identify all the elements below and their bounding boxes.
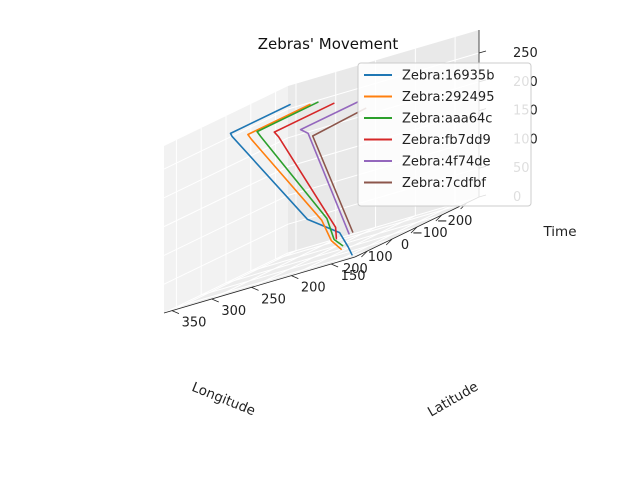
legend-label: Zebra:16935b	[402, 69, 494, 84]
x-tick	[361, 250, 368, 258]
y-tick-label: 250	[261, 292, 286, 307]
y-tick	[171, 310, 180, 315]
grid-line	[275, 202, 467, 260]
series-line-fb7dd9	[273, 102, 338, 240]
legend: Zebra:16935b Zebra:292495 Zebra:aaa64c Zebr…	[357, 62, 532, 207]
y-tick-label: 300	[221, 304, 246, 319]
legend-label: Zebra:fb7dd9	[402, 133, 491, 148]
grid-line	[163, 166, 289, 228]
grid-line	[176, 250, 368, 308]
grid-line	[211, 238, 336, 300]
legend-label: Zebra:7cdfbf	[402, 176, 486, 191]
grid-line	[163, 194, 289, 256]
grid-line	[163, 252, 289, 314]
z-axis-label: Time	[542, 224, 576, 240]
grid-line	[251, 226, 376, 288]
y-tick	[330, 263, 339, 268]
x-tick	[435, 214, 443, 222]
grid-line	[163, 137, 289, 199]
y-tick	[291, 275, 299, 280]
legend-box	[357, 62, 532, 207]
series-line-4f74de	[299, 101, 359, 235]
x-tick-label: 0	[401, 238, 409, 253]
series-line-aaa64c	[256, 101, 344, 247]
z-tick-label: 250	[513, 46, 538, 61]
legend-label: Zebra:aaa64c	[402, 112, 492, 127]
series-line-16935b	[229, 103, 353, 256]
chart-title: Zebras' Movement	[258, 35, 399, 53]
grid-line	[163, 108, 289, 170]
y-tick	[251, 286, 259, 291]
y-tick-label: 350	[182, 316, 207, 331]
x-tick-label: 100	[368, 250, 393, 265]
x-axis-label: Longitude	[189, 379, 257, 419]
x-tick-label: −200	[437, 214, 473, 229]
y-tick-label: 150	[341, 269, 366, 284]
series-line-7cdfbf	[311, 107, 367, 233]
legend-label: Zebra:292495	[402, 90, 494, 105]
grid-line	[163, 223, 289, 285]
y-tick-label: 200	[301, 281, 326, 296]
grid-line	[201, 238, 393, 296]
x-tick	[410, 226, 418, 234]
y-axis-label: Latitude	[425, 379, 481, 421]
grid-line	[291, 215, 416, 277]
z-tick	[478, 50, 487, 54]
series-lines	[229, 101, 367, 256]
x-tick-label: 200	[343, 262, 368, 277]
legend-label: Zebra:4f74de	[402, 155, 491, 170]
x-tick	[385, 238, 393, 246]
grid-line	[171, 250, 297, 312]
grid-line	[225, 226, 418, 284]
y-tick	[211, 298, 219, 303]
series-line-292495	[247, 103, 342, 250]
x-tick-label: −100	[412, 226, 448, 241]
y-axis-line	[163, 256, 356, 314]
